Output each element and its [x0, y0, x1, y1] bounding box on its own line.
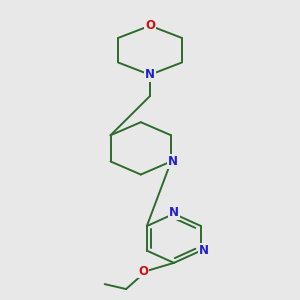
Text: N: N: [145, 68, 155, 81]
Text: O: O: [145, 19, 155, 32]
Text: O: O: [138, 265, 148, 278]
Text: N: N: [168, 155, 178, 168]
Text: N: N: [199, 244, 209, 257]
Text: N: N: [169, 206, 179, 219]
